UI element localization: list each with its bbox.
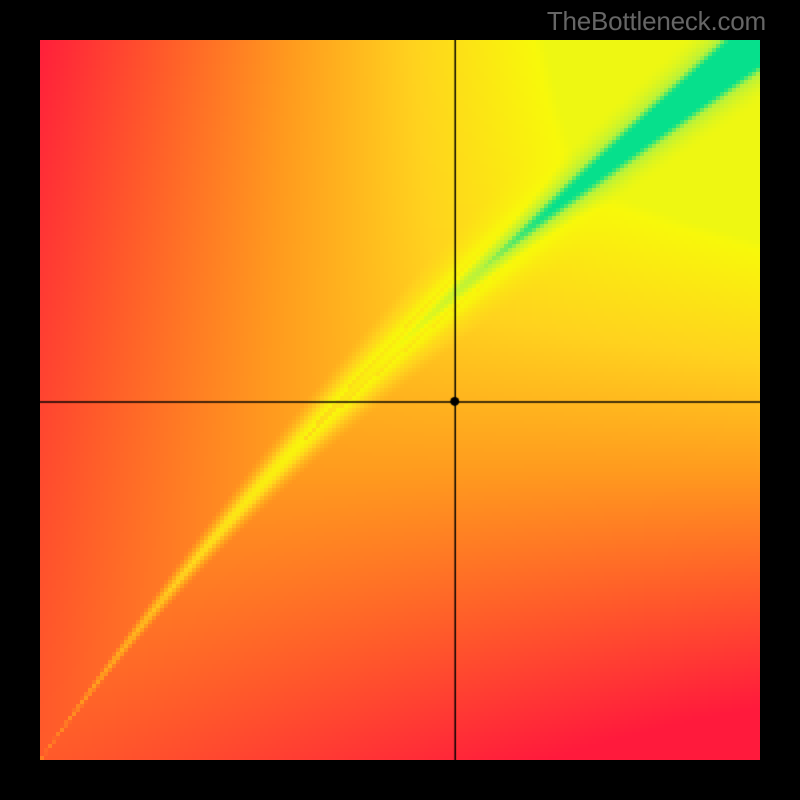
watermark-text: TheBottleneck.com — [547, 6, 766, 37]
chart-container: TheBottleneck.com — [0, 0, 800, 800]
crosshair-overlay — [40, 40, 760, 760]
